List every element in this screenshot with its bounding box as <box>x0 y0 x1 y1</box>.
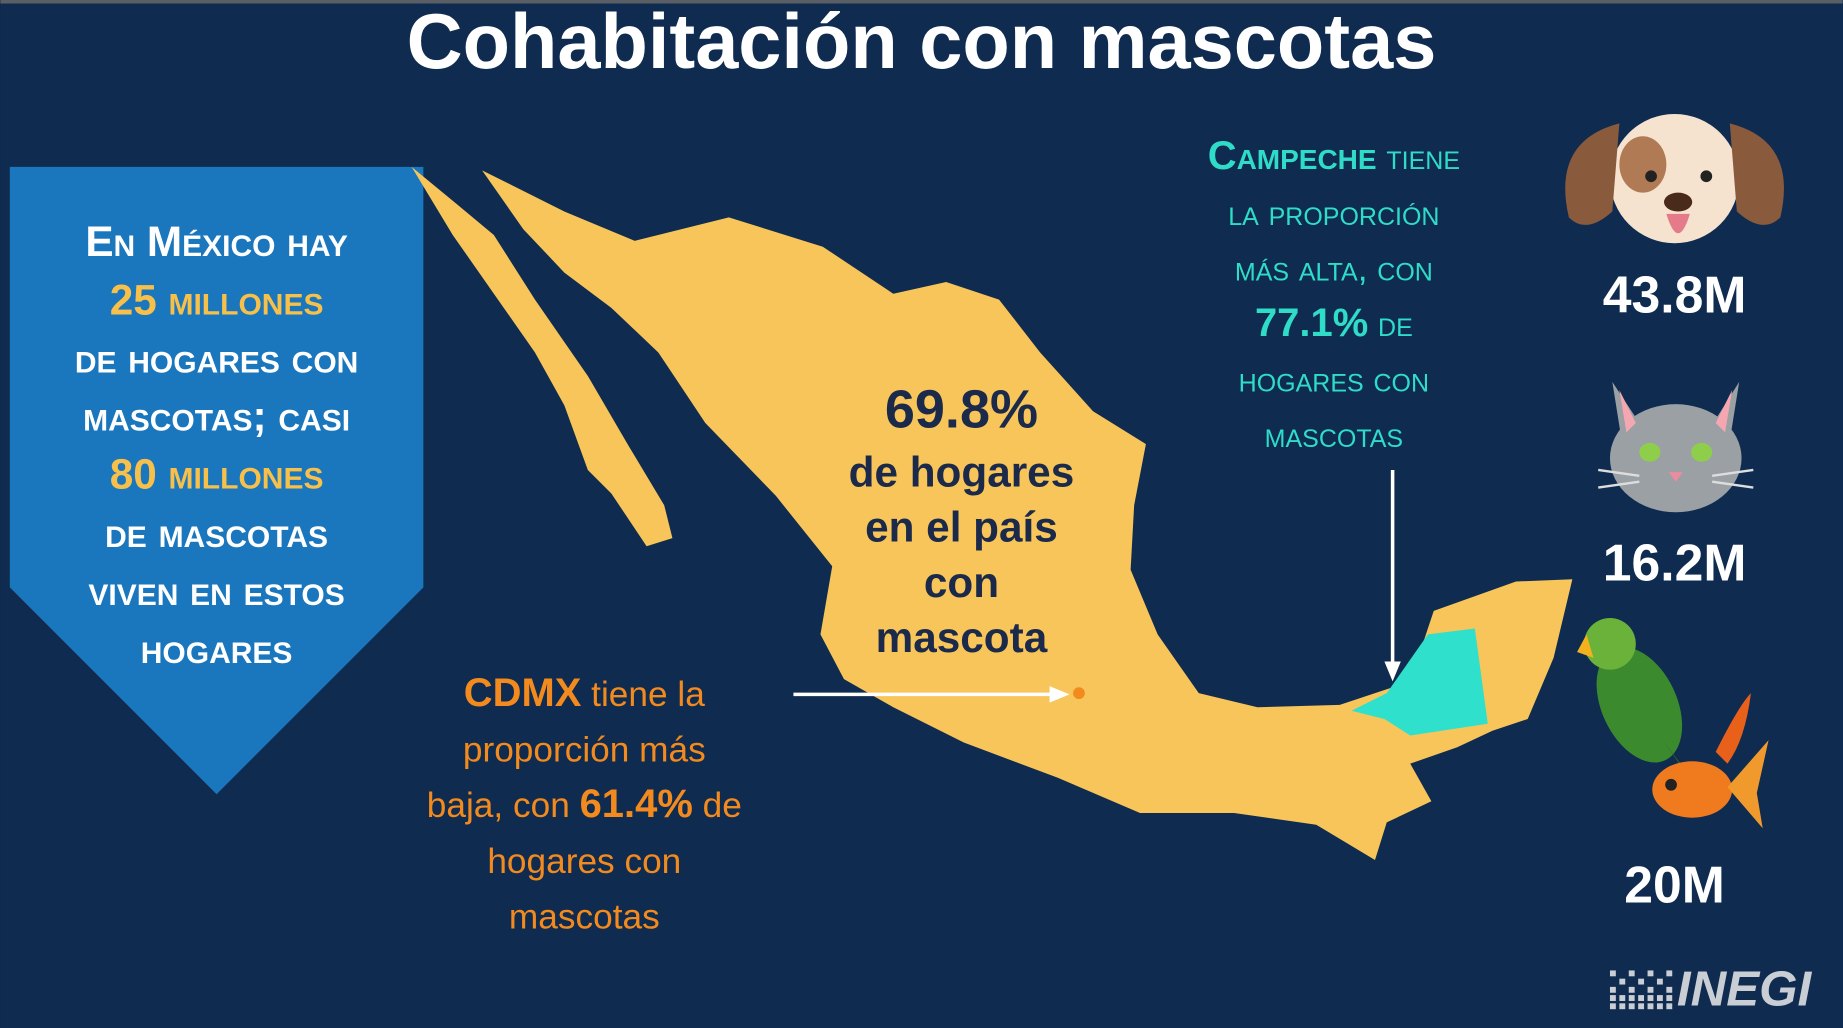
logo-dot <box>1609 986 1616 993</box>
pet-value: 43.8M <box>1603 266 1747 324</box>
baja-california <box>411 166 673 547</box>
logo-dot <box>1666 1003 1673 1010</box>
cdmx-segment: tiene la <box>581 675 705 714</box>
logo-dot <box>1647 995 1654 1001</box>
campeche-segment: Campeche <box>1208 134 1377 178</box>
campeche-segment: la proporción <box>1228 194 1439 233</box>
logo-dot <box>1656 978 1663 985</box>
campeche-line: hogares con <box>1239 360 1429 399</box>
panel-line: En México hay <box>85 218 348 265</box>
fish-icon <box>1652 693 1769 829</box>
campeche-segment: de <box>1368 305 1413 344</box>
panel-text: En México hay 25 millones de hogares con ma… <box>75 218 359 672</box>
panel-segment: mascotas; casi <box>83 393 350 440</box>
campeche-line: más alta, con <box>1235 249 1433 288</box>
logo: INEGI <box>1677 962 1813 1017</box>
center-value: 69.8% <box>885 380 1038 440</box>
cdmx-text: CDMX tiene la proporción más baja, con 61.… <box>427 671 742 936</box>
logo-dots <box>1609 970 1673 1010</box>
panel-segment: de hogares con <box>75 334 359 381</box>
panel-segment: 80 millones <box>110 451 324 498</box>
info-panel <box>9 166 424 795</box>
campeche-segment: más alta, con <box>1235 249 1433 288</box>
cdmx-segment: baja, con <box>427 786 580 825</box>
campeche-line: la proporción <box>1228 194 1439 233</box>
logo-dot <box>1638 995 1645 1001</box>
arrow-head <box>1049 686 1070 703</box>
campeche-line: mascotas <box>1265 416 1403 455</box>
center-line: mascota <box>876 614 1048 661</box>
pet-values: 43.8M 16.2M 20M <box>1603 266 1747 914</box>
logo-dot <box>1656 995 1663 1001</box>
logo-dot <box>1619 978 1626 985</box>
pet-value: 16.2M <box>1603 533 1747 591</box>
logo-dot <box>1628 1003 1635 1010</box>
logo-dot <box>1666 995 1673 1001</box>
cdmx-line: CDMX tiene la <box>464 671 705 715</box>
cdmx-segment: 61.4% <box>580 782 693 826</box>
campeche-state <box>1351 628 1488 736</box>
cdmx-line: proporción más <box>463 731 706 770</box>
cdmx-line: baja, con 61.4% de <box>427 782 742 826</box>
panel-segment: de mascotas <box>105 509 328 556</box>
mainland <box>482 170 1573 860</box>
center-line: de hogares <box>849 448 1075 495</box>
logo-dot <box>1638 978 1645 985</box>
logo-dot <box>1609 995 1616 1001</box>
panel-line: viven en estos <box>88 567 344 614</box>
cdmx-segment: proporción más <box>463 731 706 770</box>
logo-dot <box>1647 986 1654 993</box>
cdmx-segment: hogares con <box>487 842 681 881</box>
panel-segment: viven en estos <box>88 567 344 614</box>
cdmx-segment: mascotas <box>509 897 660 936</box>
campeche-segment: hogares con <box>1239 360 1429 399</box>
panel-line: 25 millones <box>110 276 324 323</box>
panel-line: mascotas; casi <box>83 393 350 440</box>
campeche-text: Campeche tiene la proporción más alta, con… <box>1208 134 1460 455</box>
pet-value: 20M <box>1624 855 1725 913</box>
cdmx-state <box>1073 687 1085 700</box>
panel-line: de mascotas <box>105 509 328 556</box>
logo-dot <box>1609 970 1616 977</box>
logo-dot <box>1628 995 1635 1001</box>
cdmx-segment: de <box>693 786 742 825</box>
logo-dot <box>1628 970 1635 977</box>
arrow-head <box>1384 661 1401 682</box>
campeche-segment: mascotas <box>1265 416 1403 455</box>
logo-dot <box>1647 1003 1654 1010</box>
logo-dot <box>1619 995 1626 1001</box>
campeche-line: Campeche tiene <box>1208 134 1460 178</box>
cdmx-line: mascotas <box>509 897 660 936</box>
logo-dot <box>1609 1003 1616 1010</box>
logo-dot <box>1666 970 1673 977</box>
campeche-segment: tiene <box>1377 138 1460 177</box>
cdmx-segment: CDMX <box>464 671 582 715</box>
logo-dot <box>1647 970 1654 977</box>
panel-line: de hogares con <box>75 334 359 381</box>
cat-icon <box>1598 381 1754 513</box>
center-line: con <box>924 559 999 606</box>
center-text: de hogares en el país con mascota <box>849 448 1075 661</box>
panel-segment: hogares <box>141 625 293 672</box>
panel-line: hogares <box>141 625 293 672</box>
logo-dot <box>1638 1003 1645 1010</box>
panel-line: 80 millones <box>110 451 324 498</box>
panel-segment: En México hay <box>85 218 348 265</box>
title: Cohabitación con mascotas <box>407 0 1437 85</box>
dog-icon <box>1565 113 1784 244</box>
logo-dot <box>1619 1003 1626 1010</box>
arrows <box>793 469 1401 703</box>
panel-segment: 25 millones <box>110 276 324 323</box>
cdmx-line: hogares con <box>487 842 681 881</box>
logo-dot <box>1628 986 1635 993</box>
campeche-segment: 77.1% <box>1255 301 1368 345</box>
center-line: en el país <box>865 504 1058 551</box>
logo-dot <box>1656 1003 1663 1010</box>
logo-dot <box>1666 986 1673 993</box>
top-bar <box>0 0 1843 4</box>
campeche-line: 77.1% de <box>1255 301 1413 345</box>
map <box>411 166 1573 860</box>
